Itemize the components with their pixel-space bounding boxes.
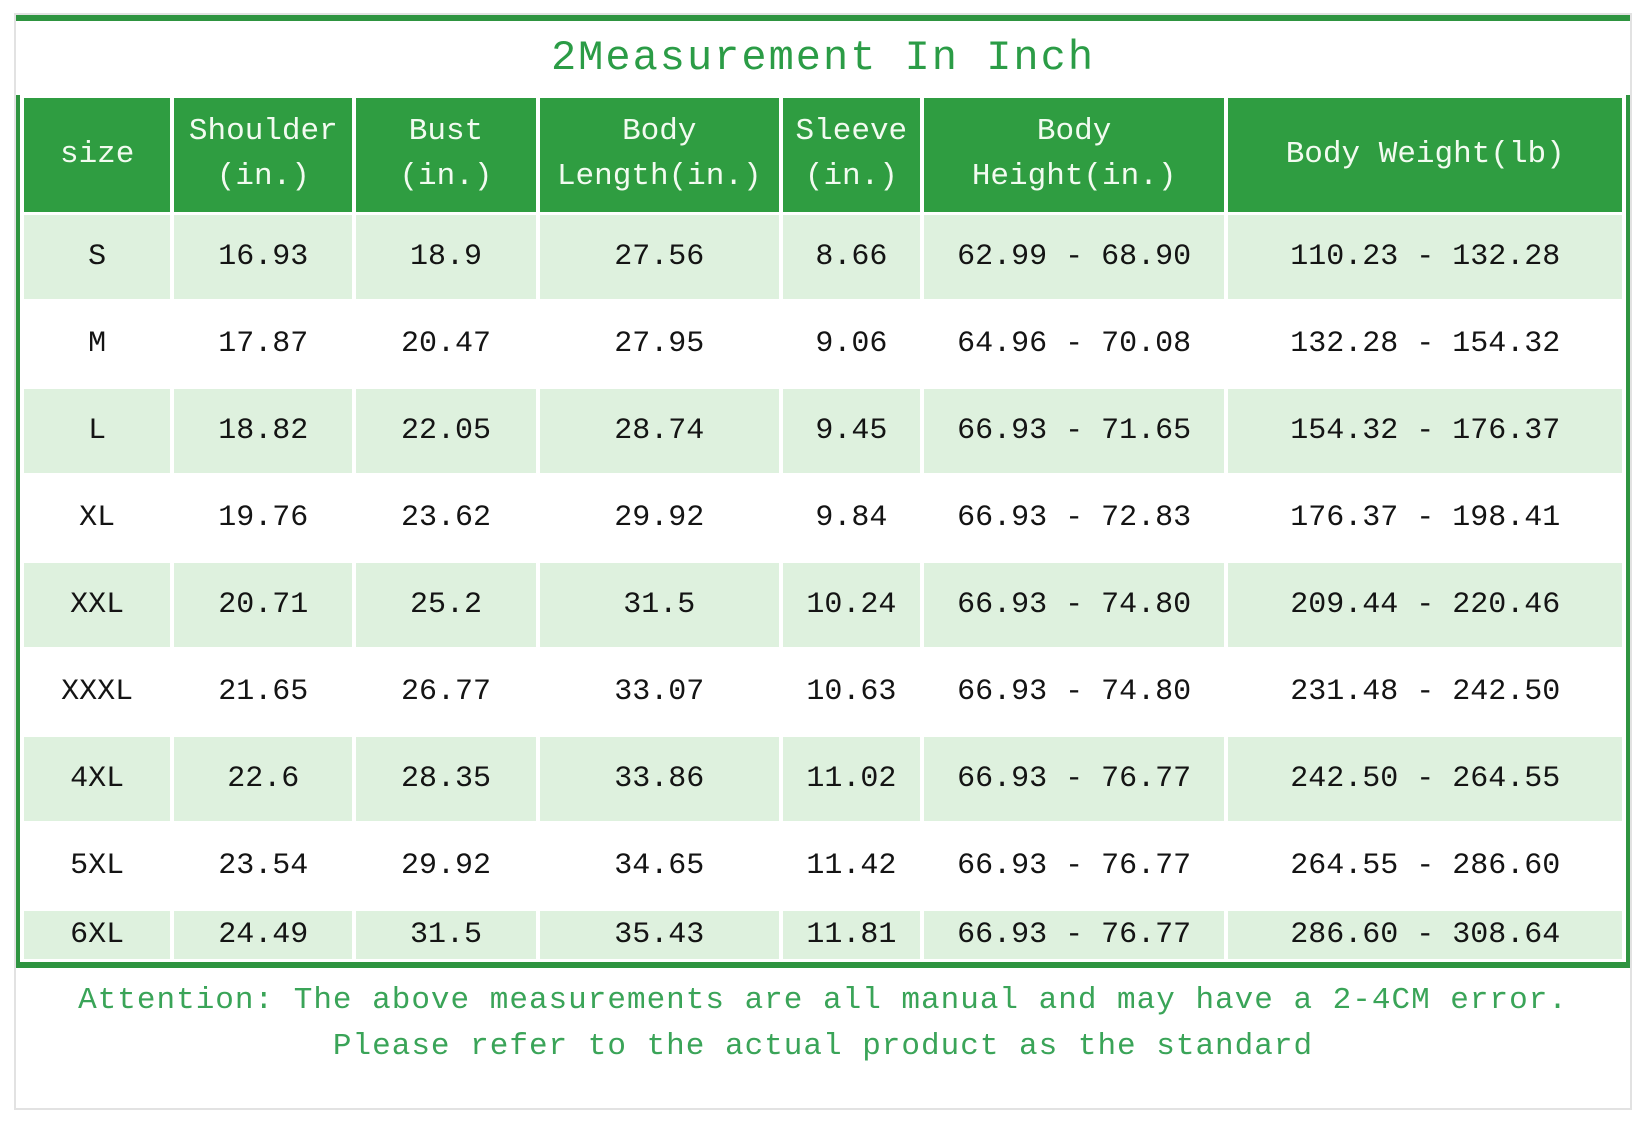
- table-row: XL 19.76 23.62 29.92 9.84 66.93 - 72.83 176.37…: [24, 476, 1622, 560]
- top-rule-divider: [16, 15, 1630, 21]
- table-row: 5XL 23.54 29.92 34.65 11.42 66.93 - 76.77 264.…: [24, 824, 1622, 908]
- cell-sleeve: 9.06: [782, 302, 920, 386]
- cell-body-height: 66.93 - 76.77: [923, 737, 1225, 821]
- cell-sleeve: 11.42: [782, 824, 920, 908]
- table-row: 6XL 24.49 31.5 35.43 11.81 66.93 - 76.77 286.6…: [24, 911, 1622, 959]
- column-header-size: size: [24, 98, 171, 212]
- cell-shoulder: 19.76: [174, 476, 353, 560]
- cell-bust: 31.5: [356, 911, 536, 959]
- cell-shoulder: 24.49: [174, 911, 353, 959]
- cell-shoulder: 17.87: [174, 302, 353, 386]
- cell-shoulder: 23.54: [174, 824, 353, 908]
- column-header-body-height: Body Height(in.): [923, 98, 1225, 212]
- cell-size: XXL: [24, 563, 171, 647]
- table-row: 4XL 22.6 28.35 33.86 11.02 66.93 - 76.77 242.5…: [24, 737, 1622, 821]
- cell-size: S: [24, 215, 171, 299]
- cell-body-weight: 231.48 - 242.50: [1228, 650, 1622, 734]
- cell-shoulder: 20.71: [174, 563, 353, 647]
- size-chart-table: size Shoulder (in.) Bust (in.) Body Leng…: [16, 95, 1630, 968]
- column-header-shoulder: Shoulder (in.): [174, 98, 353, 212]
- cell-body-height: 66.93 - 76.77: [923, 911, 1225, 959]
- cell-body-length: 33.07: [539, 650, 779, 734]
- cell-body-length: 33.86: [539, 737, 779, 821]
- cell-sleeve: 9.45: [782, 389, 920, 473]
- size-chart-card: 2Measurement In Inch size Shoulder (in.)…: [14, 13, 1632, 1110]
- cell-size: XXXL: [24, 650, 171, 734]
- cell-bust: 26.77: [356, 650, 536, 734]
- table-row: M 17.87 20.47 27.95 9.06 64.96 - 70.08 132.28 …: [24, 302, 1622, 386]
- cell-body-length: 29.92: [539, 476, 779, 560]
- cell-body-weight: 176.37 - 198.41: [1228, 476, 1622, 560]
- cell-body-length: 34.65: [539, 824, 779, 908]
- cell-body-length: 28.74: [539, 389, 779, 473]
- cell-body-length: 35.43: [539, 911, 779, 959]
- cell-body-length: 27.56: [539, 215, 779, 299]
- cell-body-height: 66.93 - 71.65: [923, 389, 1225, 473]
- cell-bust: 28.35: [356, 737, 536, 821]
- cell-size: L: [24, 389, 171, 473]
- cell-body-height: 64.96 - 70.08: [923, 302, 1225, 386]
- cell-size: 5XL: [24, 824, 171, 908]
- cell-body-weight: 242.50 - 264.55: [1228, 737, 1622, 821]
- cell-bust: 18.9: [356, 215, 536, 299]
- column-header-body-weight: Body Weight(lb): [1228, 98, 1622, 212]
- cell-sleeve: 8.66: [782, 215, 920, 299]
- column-header-bust: Bust (in.): [356, 98, 536, 212]
- cell-shoulder: 18.82: [174, 389, 353, 473]
- table-row: XXL 20.71 25.2 31.5 10.24 66.93 - 74.80 209.44…: [24, 563, 1622, 647]
- cell-body-height: 62.99 - 68.90: [923, 215, 1225, 299]
- cell-body-weight: 264.55 - 286.60: [1228, 824, 1622, 908]
- cell-sleeve: 10.24: [782, 563, 920, 647]
- column-header-sleeve: Sleeve (in.): [782, 98, 920, 212]
- cell-sleeve: 10.63: [782, 650, 920, 734]
- column-header-body-length: Body Length(in.): [539, 98, 779, 212]
- cell-sleeve: 9.84: [782, 476, 920, 560]
- cell-body-length: 27.95: [539, 302, 779, 386]
- cell-sleeve: 11.02: [782, 737, 920, 821]
- cell-size: M: [24, 302, 171, 386]
- cell-body-height: 66.93 - 72.83: [923, 476, 1225, 560]
- cell-body-length: 31.5: [539, 563, 779, 647]
- cell-body-weight: 286.60 - 308.64: [1228, 911, 1622, 959]
- attention-note: Attention: The above measurements are al…: [16, 978, 1630, 1070]
- cell-body-height: 66.93 - 74.80: [923, 563, 1225, 647]
- cell-sleeve: 11.81: [782, 911, 920, 959]
- cell-body-weight: 132.28 - 154.32: [1228, 302, 1622, 386]
- cell-bust: 22.05: [356, 389, 536, 473]
- cell-body-weight: 154.32 - 176.37: [1228, 389, 1622, 473]
- table-header-row: size Shoulder (in.) Bust (in.) Body Leng…: [24, 98, 1622, 212]
- cell-bust: 23.62: [356, 476, 536, 560]
- cell-bust: 25.2: [356, 563, 536, 647]
- cell-shoulder: 21.65: [174, 650, 353, 734]
- cell-size: 6XL: [24, 911, 171, 959]
- cell-body-weight: 209.44 - 220.46: [1228, 563, 1622, 647]
- page-title: 2Measurement In Inch: [550, 34, 1096, 82]
- cell-size: XL: [24, 476, 171, 560]
- cell-body-height: 66.93 - 76.77: [923, 824, 1225, 908]
- cell-body-weight: 110.23 - 132.28: [1228, 215, 1622, 299]
- table-row: S 16.93 18.9 27.56 8.66 62.99 - 68.90 110.23 -…: [24, 215, 1622, 299]
- attention-line-1: Attention: The above measurements are al…: [78, 983, 1568, 1018]
- cell-shoulder: 16.93: [174, 215, 353, 299]
- cell-body-height: 66.93 - 74.80: [923, 650, 1225, 734]
- cell-shoulder: 22.6: [174, 737, 353, 821]
- cell-size: 4XL: [24, 737, 171, 821]
- table-row: L 18.82 22.05 28.74 9.45 66.93 - 71.65 154.32 …: [24, 389, 1622, 473]
- cell-bust: 20.47: [356, 302, 536, 386]
- table-row: XXXL 21.65 26.77 33.07 10.63 66.93 - 74.80 231…: [24, 650, 1622, 734]
- size-chart-tbody: S 16.93 18.9 27.56 8.66 62.99 - 68.90 110.23 -…: [24, 215, 1622, 959]
- cell-bust: 29.92: [356, 824, 536, 908]
- attention-line-2: Please refer to the actual product as th…: [332, 1029, 1314, 1064]
